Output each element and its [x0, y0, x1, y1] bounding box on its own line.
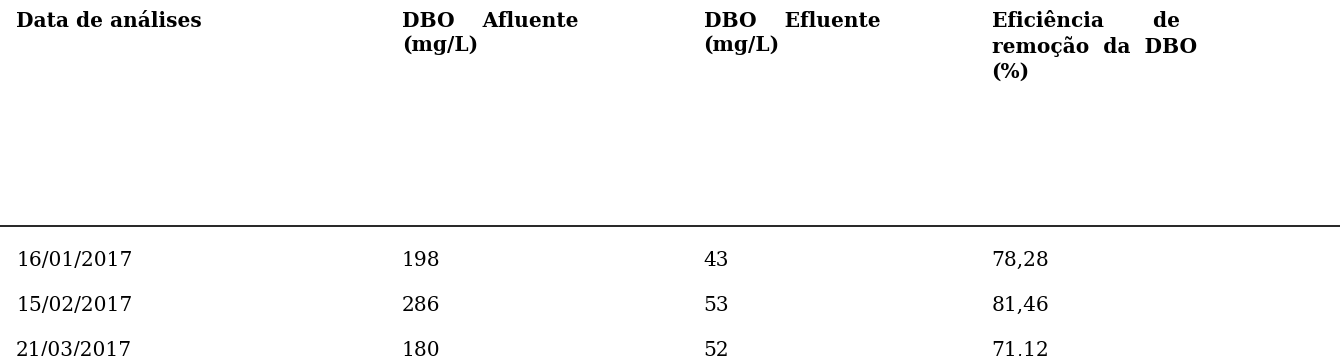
Text: 16/01/2017: 16/01/2017	[16, 251, 133, 270]
Text: 81,46: 81,46	[992, 296, 1049, 315]
Text: 15/02/2017: 15/02/2017	[16, 296, 133, 315]
Text: DBO    Afluente
(mg/L): DBO Afluente (mg/L)	[402, 11, 579, 56]
Text: 52: 52	[704, 341, 729, 356]
Text: 78,28: 78,28	[992, 251, 1049, 270]
Text: 53: 53	[704, 296, 729, 315]
Text: 198: 198	[402, 251, 441, 270]
Text: 71,12: 71,12	[992, 341, 1049, 356]
Text: Data de análises: Data de análises	[16, 11, 202, 31]
Text: 43: 43	[704, 251, 729, 270]
Text: 286: 286	[402, 296, 441, 315]
Text: DBO    Efluente
(mg/L): DBO Efluente (mg/L)	[704, 11, 880, 56]
Text: 180: 180	[402, 341, 441, 356]
Text: 21/03/2017: 21/03/2017	[16, 341, 133, 356]
Text: Eficiência       de
remoção  da  DBO
(%): Eficiência de remoção da DBO (%)	[992, 11, 1197, 82]
